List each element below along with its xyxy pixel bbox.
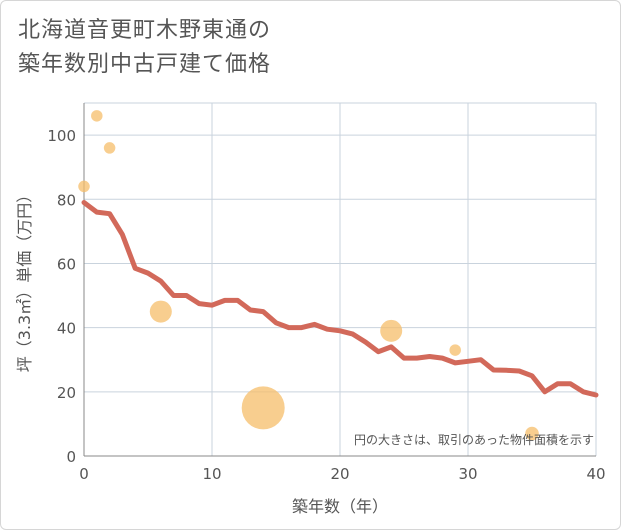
chart-title: 北海道音更町木野東通の 築年数別中古戸建て価格 bbox=[18, 14, 271, 82]
y-tick-label-20: 20 bbox=[57, 384, 76, 402]
y-tick-label-100: 100 bbox=[47, 127, 76, 145]
x-tick-label-30: 30 bbox=[458, 465, 477, 483]
x-tick-label-10: 10 bbox=[202, 465, 221, 483]
y-axis-ticks: 0 20 40 60 80 100 bbox=[47, 127, 76, 466]
bubble-point-5 bbox=[380, 319, 403, 342]
chart-title-line-2: 築年数別中古戸建て価格 bbox=[18, 52, 272, 77]
y-tick-label-60: 60 bbox=[57, 255, 76, 273]
bubble-size-note: 円の大きさは、取引のあった物件面積を示す bbox=[354, 432, 594, 447]
chart-title-line-1: 北海道音更町木野東通の bbox=[18, 18, 272, 43]
bubble-point-1 bbox=[91, 110, 103, 122]
grid-lines bbox=[83, 102, 597, 457]
x-axis-label: 築年数（年） bbox=[292, 497, 388, 516]
y-tick-label-0: 0 bbox=[66, 448, 76, 466]
bubble-point-7 bbox=[525, 426, 539, 441]
x-axis-ticks: 0 10 20 30 40 bbox=[79, 465, 605, 483]
y-tick-label-80: 80 bbox=[57, 191, 76, 209]
x-tick-label-0: 0 bbox=[79, 465, 89, 483]
bubble-point-6 bbox=[449, 344, 461, 356]
bubble-point-2 bbox=[103, 142, 116, 154]
x-tick-label-20: 20 bbox=[330, 465, 349, 483]
bubble-series bbox=[78, 110, 539, 441]
bubble-point-0 bbox=[78, 180, 90, 193]
bubble-point-3 bbox=[149, 300, 172, 323]
y-tick-label-40: 40 bbox=[57, 320, 76, 338]
y-axis-label: 坪（3.3㎡）単価（万円） bbox=[15, 187, 34, 372]
bubble-point-4 bbox=[241, 386, 285, 430]
x-tick-label-40: 40 bbox=[586, 465, 605, 483]
trend-line bbox=[81, 200, 599, 398]
